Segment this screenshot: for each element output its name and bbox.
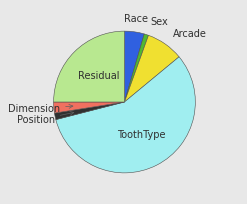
Wedge shape xyxy=(124,34,148,102)
Wedge shape xyxy=(124,31,144,102)
Text: ToothType: ToothType xyxy=(117,130,165,140)
Text: Residual: Residual xyxy=(78,71,119,81)
Text: Sex: Sex xyxy=(150,18,168,28)
Wedge shape xyxy=(54,31,124,102)
Text: Arcade: Arcade xyxy=(173,29,206,39)
Wedge shape xyxy=(124,35,179,102)
Text: Race: Race xyxy=(124,14,148,24)
Wedge shape xyxy=(55,102,124,120)
Wedge shape xyxy=(54,102,124,113)
Text: Dimension: Dimension xyxy=(8,104,73,114)
Text: Position: Position xyxy=(17,111,74,125)
Wedge shape xyxy=(56,57,195,173)
